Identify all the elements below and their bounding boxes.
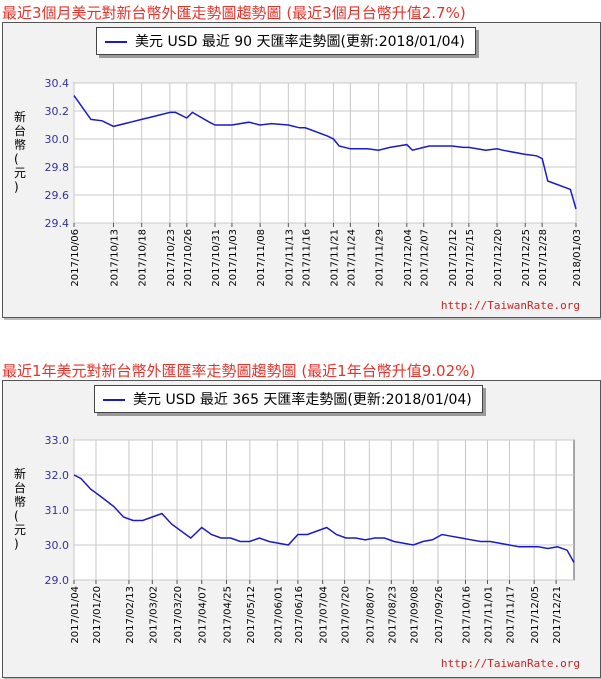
x-tick-label: 2017/11/16 — [301, 229, 312, 287]
usd-rate-line — [73, 95, 577, 210]
plot-area — [73, 82, 577, 224]
x-tick-label: 2017/02/13 — [125, 586, 136, 644]
x-tick-label: 2017/11/21 — [329, 229, 340, 287]
y-axis-label: 新台幣(元) — [14, 109, 26, 194]
chart2-panel: 29.0 30.0 31.0 32.0 33.0 2017/01/04 2017/01/20… — [2, 380, 601, 678]
x-tick-label: 2017/11/24 — [346, 229, 357, 287]
x-tick-label: 2017/05/12 — [246, 586, 257, 644]
y-tick-label: 29.6 — [45, 189, 70, 202]
x-tick-label: 2017/03/02 — [148, 586, 159, 644]
x-tick-label: 2017/12/25 — [521, 229, 532, 287]
x-tick-label: 2017/04/07 — [198, 586, 209, 644]
x-tick-label: 2017/12/07 — [420, 229, 431, 287]
y-tick-label: 29.8 — [45, 161, 70, 174]
x-tick-label: 2017/08/07 — [365, 586, 376, 644]
chart2-legend: 美元 USD 最近 365 天匯率走勢圖(更新:2018/01/04) — [94, 385, 483, 413]
chart1-headline: 最近3個月美元對新台幣外匯走勢圖趨勢圖 (最近3個月台幣升值2.7%) — [2, 4, 466, 22]
x-tick-label: 2017/10/31 — [211, 229, 222, 287]
x-tick-label: 2017/03/20 — [173, 586, 184, 644]
x-tick-label: 2017/04/25 — [222, 586, 233, 644]
x-tick-label: 2017/12/28 — [538, 229, 549, 287]
x-tick-label: 2017/10/13 — [109, 229, 120, 287]
chart1-legend-title: 美元 USD 最近 90 天匯率走勢圖(更新:2018/01/04) — [135, 34, 465, 50]
y-tick-label: 29.0 — [45, 574, 70, 587]
x-tick-label: 2017/12/05 — [530, 586, 541, 644]
x-tick-label: 2017/07/04 — [319, 586, 330, 644]
chart1-legend: 美元 USD 最近 90 天匯率走勢圖(更新:2018/01/04) — [96, 27, 476, 55]
x-tick-label: 2017/10/23 — [166, 229, 177, 287]
chart1-panel: 29.4 29.6 29.8 30.0 30.2 30.4 2017/10/06 2017/1… — [2, 22, 601, 318]
x-tick-label: 2017/12/21 — [552, 586, 563, 644]
y-tick-label: 31.0 — [45, 504, 70, 517]
x-tick-label: 2017/01/04 — [70, 586, 81, 644]
x-tick-label: 2017/01/20 — [92, 586, 103, 644]
chart2-plot: 29.0 30.0 31.0 32.0 33.0 2017/01/04 2017/01/20… — [14, 434, 575, 644]
x-tick-label: 2017/12/15 — [465, 229, 476, 287]
legend-line-swatch — [103, 399, 125, 401]
y-tick-label: 33.0 — [45, 434, 70, 447]
x-tick-label: 2017/10/26 — [183, 229, 194, 287]
y-axis-label: 新台幣(元) — [14, 466, 26, 551]
x-tick-label: 2017/09/08 — [409, 586, 420, 644]
x-tick-label: 2017/11/01 — [483, 586, 494, 644]
y-tick-label: 30.0 — [45, 539, 70, 552]
x-tick-label: 2017/06/01 — [273, 586, 284, 644]
x-tick-label: 2017/11/17 — [505, 586, 516, 644]
x-tick-label: 2017/08/23 — [387, 586, 398, 644]
chart2-site-link[interactable]: http://TaiwanRate.org — [440, 657, 580, 670]
x-tick-label: 2017/12/12 — [448, 229, 459, 287]
chart2-headline: 最近1年美元對新台幣外匯匯率走勢圖趨勢圖 (最近1年台幣升值9.02%) — [2, 362, 476, 380]
x-tick-label: 2017/07/20 — [341, 586, 352, 644]
y-tick-label: 30.2 — [45, 105, 70, 118]
x-tick-label: 2017/10/06 — [70, 229, 81, 287]
usd-rate-line — [73, 474, 575, 563]
x-tick-label: 2017/10/16 — [461, 586, 472, 644]
chart1-plot: 29.4 29.6 29.8 30.0 30.2 30.4 2017/10/06 2017/1… — [14, 77, 583, 287]
chart1-site-link[interactable]: http://TaiwanRate.org — [440, 299, 580, 312]
y-tick-label: 30.0 — [45, 133, 70, 146]
chart2-legend-title: 美元 USD 最近 365 天匯率走勢圖(更新:2018/01/04) — [133, 392, 472, 408]
x-tick-label: 2017/12/20 — [493, 229, 504, 287]
x-tick-label: 2017/06/16 — [294, 586, 305, 644]
x-tick-label: 2017/11/03 — [228, 229, 239, 287]
x-tick-label: 2017/11/13 — [284, 229, 295, 287]
x-tick-label: 2017/09/26 — [434, 586, 445, 644]
x-tick-label: 2017/11/08 — [256, 229, 267, 287]
x-tick-label: 2018/01/03 — [572, 229, 583, 287]
x-tick-label: 2017/12/04 — [403, 229, 414, 287]
x-tick-label: 2017/11/29 — [375, 229, 386, 287]
x-tick-label: 2017/10/18 — [138, 229, 149, 287]
y-tick-label: 30.4 — [45, 77, 70, 90]
y-tick-label: 29.4 — [45, 217, 70, 230]
legend-line-swatch — [105, 41, 127, 43]
y-tick-label: 32.0 — [45, 469, 70, 482]
